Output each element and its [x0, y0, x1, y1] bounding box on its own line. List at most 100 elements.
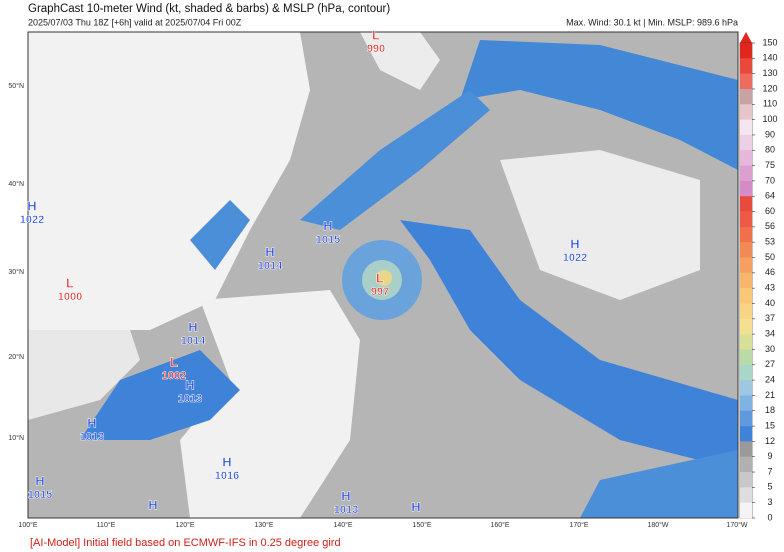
colorbar-label: 15 [765, 420, 775, 430]
colorbar-label: 46 [765, 267, 775, 277]
colorbar-segment [740, 303, 752, 320]
colorbar-segment [740, 456, 752, 473]
colorbar-segment [740, 502, 752, 519]
colorbar-segment [740, 58, 752, 74]
pressure-center-value: 1013 [178, 393, 202, 405]
colorbar-label: 9 [767, 451, 772, 461]
colorbar-label: 100 [762, 114, 777, 124]
colorbar-label: 64 [765, 191, 775, 201]
colorbar-label: 37 [765, 313, 775, 323]
pressure-center-value: 1013 [80, 431, 104, 443]
footer-note: [AI-Model] Initial field based on ECMWF-… [30, 537, 341, 549]
colorbar-segment [740, 119, 752, 136]
colorbar-segment [740, 349, 752, 366]
lon-tick-label: 160°E [490, 521, 509, 529]
colorbar-label: 140 [762, 53, 777, 63]
pressure-center-letter: H [185, 377, 194, 392]
colorbar-label: 90 [765, 129, 775, 139]
lon-tick-label: 140°E [333, 521, 352, 529]
colorbar-label: 27 [765, 359, 775, 369]
lat-tick-label: 50°N [8, 82, 24, 90]
pressure-center-letter: H [188, 319, 197, 334]
colorbar-label: 12 [765, 436, 775, 446]
colorbar-label: 80 [765, 145, 775, 155]
lat-tick-label: 10°N [8, 434, 24, 442]
pressure-center-value: 1000 [58, 291, 82, 303]
colorbar-segment [740, 441, 752, 458]
colorbar-arrow [740, 32, 752, 43]
colorbar-segment [740, 180, 752, 197]
colorbar-label: 50 [765, 252, 775, 262]
colorbar-label: 34 [765, 329, 775, 339]
pressure-center-value: 1014 [181, 335, 206, 347]
pressure-center-value: 1015 [28, 489, 52, 501]
colorbar-segment [740, 487, 752, 503]
lon-tick-label: 170°E [569, 521, 588, 529]
colorbar-label: 30 [765, 344, 775, 354]
pressure-center-value: 1016 [215, 470, 239, 482]
title: GraphCast 10-meter Wind (kt, shaded & ba… [28, 3, 390, 15]
colorbar-segment [740, 134, 752, 151]
colorbar-segment [740, 196, 752, 212]
pressure-center-letter: L [66, 275, 74, 290]
pressure-center-letter: H [148, 497, 157, 512]
pressure-center-value: 1002 [162, 370, 186, 382]
colorbar-label: 130 [762, 68, 777, 78]
pressure-center-letter: H [35, 473, 44, 488]
colorbar-label: 70 [765, 175, 775, 185]
map-field [28, 32, 738, 518]
lon-tick-label: 150°E [412, 521, 431, 529]
colorbar-label: 60 [765, 206, 775, 216]
pressure-center-letter: L [376, 270, 384, 285]
colorbar-segment [740, 426, 752, 442]
colorbar-label: 43 [765, 283, 775, 293]
pressure-center-letter: H [411, 499, 420, 514]
colorbar-segment [740, 364, 752, 381]
stats: Max. Wind: 30.1 kt | Min. MSLP: 989.6 hP… [566, 17, 738, 27]
colorbar-label: 24 [765, 374, 775, 384]
colorbar-label: 53 [765, 237, 775, 247]
colorbar-label: 150 [762, 37, 777, 47]
lon-tick-label: 130°E [254, 521, 273, 529]
pressure-center-letter: H [341, 488, 350, 503]
colorbar-segment [740, 88, 752, 105]
lat-tick-label: 30°N [8, 268, 24, 276]
pressure-center-letter: L [170, 354, 178, 369]
colorbar-label: 18 [765, 405, 775, 415]
pressure-center-letter: L [372, 27, 380, 42]
colorbar-segment [740, 472, 752, 488]
colorbar-label: 5 [767, 482, 772, 492]
pressure-center-letter: H [27, 198, 36, 213]
pressure-center-letter: H [323, 218, 332, 233]
colorbar-label: 75 [765, 160, 775, 170]
colorbar-segment [740, 410, 752, 427]
pressure-center-value: 1015 [316, 234, 340, 246]
lon-tick-label: 100°E [18, 521, 37, 529]
colorbar-segment [740, 272, 752, 289]
colorbar-label: 120 [762, 83, 777, 93]
subtitle: 2025/07/03 Thu 18Z [+6h] valid at 2025/0… [28, 17, 242, 27]
lon-tick-label: 110°E [97, 521, 116, 529]
colorbar-label: 21 [765, 390, 775, 400]
colorbar-segment [740, 104, 752, 120]
lat-tick-label: 40°N [8, 180, 24, 188]
colorbar-segment [740, 165, 752, 182]
colorbar-segment [740, 43, 752, 59]
colorbar-segment [740, 334, 752, 350]
colorbar-label: 3 [767, 497, 772, 507]
colorbar-segment [740, 257, 752, 274]
colorbar-segment [740, 380, 752, 396]
map-frame [27, 31, 739, 519]
colorbar-label: 56 [765, 221, 775, 231]
colorbar-label: 0 [767, 512, 772, 522]
colorbar-segment [740, 73, 752, 90]
pressure-center-value: 1013 [334, 504, 358, 516]
lon-tick-label: 170°W [726, 521, 747, 529]
colorbar-label: 7 [767, 466, 772, 476]
pressure-center-value: 997 [371, 286, 389, 298]
lon-tick-label: 120°E [175, 521, 194, 529]
colorbar-label: 40 [765, 298, 775, 308]
pressure-center-value: 1022 [563, 252, 587, 264]
lat-tick-label: 20°N [8, 353, 24, 361]
